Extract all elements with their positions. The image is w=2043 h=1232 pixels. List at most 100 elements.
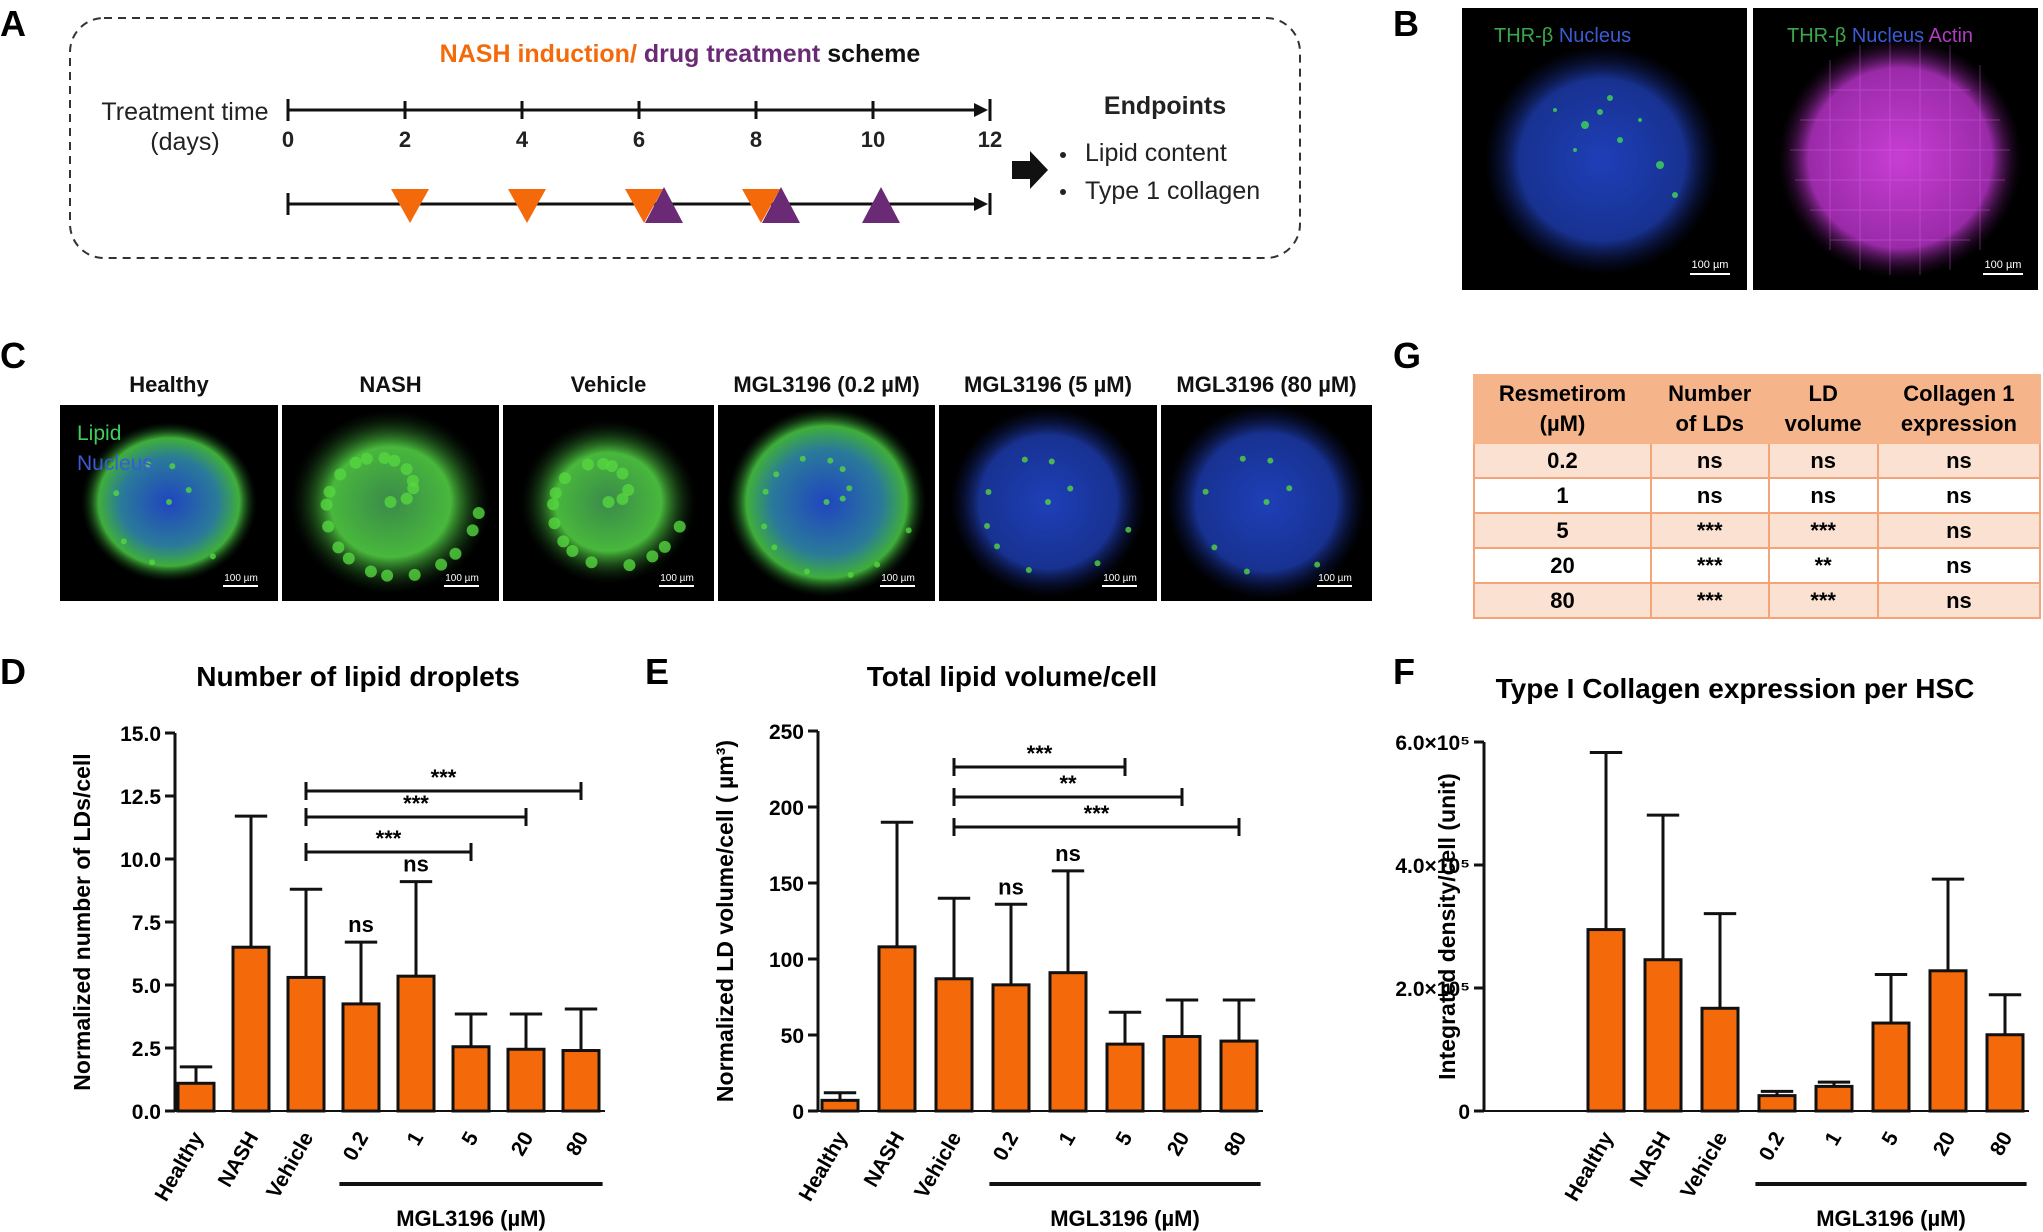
table-cell: *** [1767,512,1879,549]
x-tick-label: 20 [507,1128,539,1160]
lipid-droplet [771,544,778,551]
lipid-droplet [320,498,333,511]
table-cell: ns [1649,442,1770,479]
scheme-title-sep: / [630,40,644,68]
bar [341,1002,381,1113]
table-cell: ns [1876,477,2042,514]
scheme-title: NASH induction/ drug treatment scheme [440,40,921,68]
bar [176,1081,216,1113]
lipid-droplet [185,487,192,494]
x-tick-label: 5 [1112,1128,1138,1150]
lipid-droplet [1267,457,1274,464]
lipid-droplet [149,559,156,566]
lipid-droplet [827,457,834,464]
chart-f-collagen: Type I Collagen expression per HSC 0 2.0×1… [1395,673,2029,1231]
y-tick-label: 250 [769,721,804,744]
panel-letter-d: D [0,651,26,692]
bar [820,1098,860,1113]
lipid-droplet [839,495,846,502]
lipid-droplet [400,463,413,476]
y-tick-label: 150 [769,873,804,896]
lipid-droplet [378,451,391,464]
lipid-droplet [673,520,686,533]
lipid-droplet [449,547,462,560]
lipid-droplet [388,454,401,467]
header-resmetirom: Resmetirom (µM) [1473,374,1652,444]
y-axis-label: Integrated density/cell (unit) [1434,773,1460,1080]
nash-induction-marker [742,189,780,223]
table-cell: ns [1876,547,2042,584]
tick-label: 12 [978,127,1002,152]
table-cell: ns [1876,512,2042,549]
lipid-droplet [209,553,216,560]
header-number-lds: Number of LDs [1649,374,1770,444]
lipid-droplet [547,498,560,511]
scheme-title-drug: drug treatment [644,40,821,68]
y-tick-label: 12.5 [120,786,161,809]
label-nucleus: Nucleus [1846,25,1924,47]
actin-mesh [1790,40,2010,275]
x-tick-label: 20 [1163,1128,1195,1160]
panel-letter-e: E [645,651,669,692]
x-tick-label: 1 [1821,1128,1847,1150]
chart-title: Type I Collagen expression per HSC [1496,673,1975,704]
lipid-droplet [581,458,594,471]
table-cell: *** [1649,547,1770,584]
lipid-droplet [1263,499,1270,505]
tick-label: 2 [399,127,411,152]
panel-letter-f: F [1393,651,1415,692]
lipid-droplet [558,472,571,485]
axis-arrow-icon [974,197,988,211]
bar [1757,1094,1797,1113]
lipid-droplet [120,538,127,545]
chart-title: Number of lipid droplets [196,661,520,692]
header-ld-volume: LD volume [1767,374,1879,444]
drug-treatment-marker [762,187,800,223]
lipid-droplet [761,523,768,530]
scale-bar-label: 100 µm [660,573,694,584]
scheme-axes: 0 2 4 6 8 10 12 [282,99,1002,223]
lipid-droplet [993,543,1000,550]
lipid-droplet [384,496,397,508]
x-tick-label: Vehicle [262,1128,318,1202]
image-label: THR-β Nucleus [1494,25,1631,47]
lipid-droplet [585,556,598,569]
lipid-droplet [799,455,806,462]
y-tick-label: 5.0 [132,975,161,998]
x-tick-label: Healthy [1560,1128,1618,1205]
lipid-droplet [984,522,991,529]
lipid-droplet [646,550,659,563]
nash-induction-marker [391,189,429,223]
bracket-label: ** [1059,771,1077,796]
x-tick-label: NASH [214,1128,264,1191]
lipid-droplet [113,490,120,497]
legend-lipid: Lipid [77,422,121,445]
table-row: 0.2 ns ns ns [1473,442,2042,479]
scale-bar-label: 100 µm [881,573,915,584]
significance-label: ns [348,912,374,937]
scale-bar-label: 100 µm [224,573,258,584]
significance-label: ns [1055,841,1081,866]
table-cell: *** [1767,582,1879,619]
scale-bar-label: 100 µm [1985,259,2022,271]
table-cell: *** [1649,512,1770,549]
bar [1928,969,1968,1113]
y-tick-label: 2.0×10⁵ [1395,978,1470,1001]
axis-arrow-icon [974,103,988,117]
right-arrow-icon [1012,151,1048,189]
table-header-row: Resmetirom (µM) Number of LDs LD volume … [1473,374,2042,444]
bar [934,977,974,1113]
lipid-droplet [823,499,830,505]
x-tick-label: 1 [1055,1128,1081,1150]
lipid-droplet [334,468,347,481]
bar [1814,1084,1854,1113]
y-tick-label: 200 [769,797,804,820]
lipid-droplet [773,471,780,478]
table-cell: ns [1767,477,1879,514]
bar [1048,971,1088,1113]
lipid-droplet [557,535,570,548]
lipid-droplet [408,568,421,581]
lipid-droplet [400,492,413,505]
lipid-droplet [874,561,881,568]
